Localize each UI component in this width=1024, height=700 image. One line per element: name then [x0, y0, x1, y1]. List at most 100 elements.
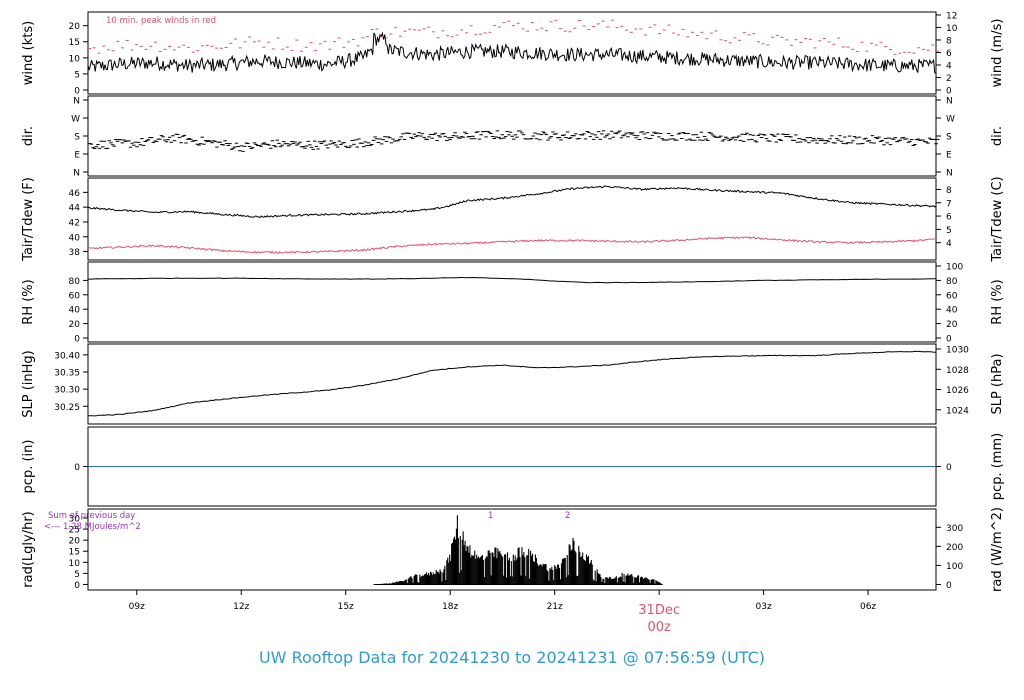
left-tick-label-temp: 38 [69, 248, 81, 258]
left-axis-label-dir: dir. [21, 126, 36, 146]
right-axis-label-slp: SLP (hPa) [990, 353, 1005, 414]
right-tick-label-slp: 1028 [946, 366, 969, 376]
left-tick-label-rh: 80 [69, 277, 81, 287]
left-tick-label-rh: 20 [69, 320, 81, 330]
left-tick-label-dir: W [71, 115, 80, 125]
right-tick-label-slp: 1024 [946, 406, 969, 416]
right-tick-label-dir: N [946, 97, 953, 107]
panel-frame-slp [87, 343, 937, 425]
right-tick-label-dir: S [946, 133, 952, 143]
chart-caption: UW Rooftop Data for 20241230 to 20241231… [258, 648, 766, 667]
left-tick-label-pcp: 0 [74, 463, 80, 473]
panel-frame-rh [87, 261, 937, 343]
wind-annotation: 10 min. peak winds in red [106, 16, 216, 26]
left-tick-label-rad: 20 [69, 537, 81, 547]
right-tick-label-dir: E [946, 151, 952, 161]
left-tick-label-wind: 10 [69, 54, 81, 64]
right-tick-label-temp: 7 [946, 199, 952, 209]
left-tick-label-rh: 0 [74, 335, 80, 345]
left-tick-label-temp: 44 [69, 204, 81, 214]
time-tick-label: 18z [442, 602, 458, 612]
right-tick-label-wind: 4 [946, 61, 952, 71]
left-tick-label-rh: 60 [69, 291, 81, 301]
right-tick-label-rad: 200 [946, 543, 963, 553]
right-tick-label-temp: 4 [946, 239, 952, 249]
time-tick-label: 00z [647, 620, 671, 635]
left-tick-label-wind: 15 [69, 38, 80, 48]
weather-chart: wind (kts) wind (m/s)0510152002468101210 … [21, 11, 1005, 635]
left-tick-label-rad: 15 [69, 548, 80, 558]
right-tick-label-rad: 0 [946, 581, 952, 591]
right-tick-label-wind: 10 [946, 24, 958, 34]
right-tick-label-rh: 60 [946, 291, 958, 301]
left-tick-label-slp: 30.30 [54, 386, 80, 396]
right-tick-label-temp: 8 [946, 186, 952, 196]
left-tick-label-rad: 5 [74, 570, 80, 580]
rad-note-marker-1: 1 [488, 511, 493, 521]
time-tick-label: 12z [233, 602, 249, 612]
right-axis-label-rh: RH (%) [990, 279, 1005, 324]
right-axis-label-wind: wind (m/s) [990, 19, 1005, 88]
right-tick-label-rad: 300 [946, 524, 963, 534]
right-tick-label-dir: N [946, 169, 953, 179]
right-tick-label-rh: 40 [946, 306, 958, 316]
rad-note-value: <--- 1.28 MJoules/m^2 [44, 522, 141, 532]
left-tick-label-dir: S [74, 133, 80, 143]
left-tick-label-wind: 0 [74, 87, 80, 97]
right-tick-label-pcp: 0 [946, 463, 952, 473]
right-axis-label-rad: rad (W/m^2) [990, 507, 1005, 592]
left-tick-label-rh: 40 [69, 306, 81, 316]
right-axis-label-dir: dir. [990, 126, 1005, 146]
panel-frame-rad [87, 508, 937, 591]
right-axis-label-pcp: pcp. (mm) [990, 433, 1005, 500]
series-temp-tair [87, 185, 937, 218]
rad-note-marker-2: 2 [565, 511, 570, 521]
left-axis-label-slp: SLP (inHg) [21, 350, 36, 418]
series-slp-0 [87, 350, 937, 417]
left-tick-label-rad: 25 [69, 526, 80, 536]
right-tick-label-rad: 100 [946, 562, 963, 572]
right-tick-label-wind: 6 [946, 49, 952, 59]
left-axis-label-rh: RH (%) [21, 279, 36, 324]
left-tick-label-temp: 40 [69, 233, 81, 243]
panel-frame-temp [87, 177, 937, 261]
right-tick-label-temp: 5 [946, 226, 952, 236]
time-tick-label: 21z [547, 602, 563, 612]
left-tick-label-slp: 30.35 [54, 369, 80, 379]
right-tick-label-wind: 8 [946, 36, 952, 46]
time-tick-label: 09z [129, 602, 145, 612]
panel-frame-wind [87, 11, 937, 95]
right-tick-label-wind: 2 [946, 74, 952, 84]
right-tick-label-rh: 100 [946, 263, 963, 273]
right-tick-label-slp: 1026 [946, 386, 969, 396]
right-tick-label-rh: 80 [946, 277, 958, 287]
series-temp-tdew [87, 236, 937, 254]
rad-note-sum: Sum of previous day [48, 511, 135, 521]
right-tick-label-dir: W [946, 115, 955, 125]
right-axis-label-temp: Tair/Tdew (C) [990, 176, 1005, 262]
left-tick-label-dir: N [73, 169, 80, 179]
time-tick-label: 15z [338, 602, 354, 612]
series-wind-0 [87, 31, 937, 74]
left-tick-label-slp: 30.25 [54, 403, 80, 413]
left-tick-label-slp: 30.40 [54, 351, 80, 361]
left-tick-label-temp: 42 [69, 218, 80, 228]
time-date-label: 31Dec [638, 603, 680, 618]
left-tick-label-wind: 5 [74, 70, 80, 80]
left-tick-label-rad: 0 [74, 581, 80, 591]
left-tick-label-temp: 46 [69, 189, 81, 199]
time-tick-label: 06z [860, 602, 876, 612]
left-tick-label-rad: 30 [69, 515, 81, 525]
time-tick-label: 03z [756, 602, 772, 612]
left-tick-label-rad: 10 [69, 559, 81, 569]
right-tick-label-temp: 6 [946, 213, 952, 223]
left-tick-label-wind: 20 [69, 22, 81, 32]
left-tick-label-dir: E [74, 151, 80, 161]
right-tick-label-wind: 0 [946, 87, 952, 97]
right-tick-label-slp: 1030 [946, 346, 969, 356]
left-tick-label-dir: N [73, 97, 80, 107]
left-axis-label-temp: Tair/Tdew (F) [21, 177, 36, 262]
left-axis-label-rad: rad(Lgly/hr) [21, 511, 36, 587]
series-rh-0 [88, 276, 936, 284]
right-tick-label-wind: 12 [946, 11, 957, 21]
